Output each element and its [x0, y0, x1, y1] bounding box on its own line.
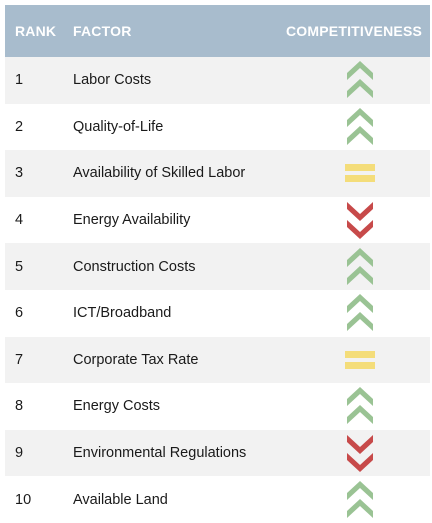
table-row: 1 Labor Costs: [5, 57, 430, 104]
header-competitiveness: COMPETITIVENESS: [286, 23, 423, 39]
rank-cell: 7: [15, 351, 24, 368]
competitiveness-cell: [285, 386, 430, 426]
equals-icon: [344, 153, 375, 193]
table-body: 1 Labor Costs 2 Quality-of-Life 3 Availabilit…: [5, 57, 430, 523]
double-chevron-up-icon: [345, 386, 375, 426]
double-chevron-down-icon: [345, 433, 375, 473]
competitiveness-cell: [285, 107, 430, 147]
rank-cell: 6: [15, 305, 24, 322]
rank-cell: 9: [15, 445, 24, 462]
rank-cell: 3: [15, 165, 24, 182]
double-chevron-down-icon: [345, 200, 375, 240]
double-chevron-up-icon: [345, 247, 375, 287]
double-chevron-up-icon: [345, 293, 375, 333]
table-row: 2 Quality-of-Life: [5, 104, 430, 151]
factor-cell: Corporate Tax Rate: [73, 351, 199, 368]
table-row: 3 Availability of Skilled Labor: [5, 150, 430, 197]
competitiveness-table: RANK FACTOR COMPETITIVENESS 1 Labor Costs…: [5, 5, 430, 523]
equals-icon: [344, 340, 375, 380]
factor-cell: Environmental Regulations: [73, 445, 247, 462]
double-chevron-up-icon: [345, 60, 375, 100]
factor-cell: Energy Costs: [73, 398, 161, 415]
table-row: 10 Available Land: [5, 476, 430, 523]
rank-cell: 2: [15, 118, 24, 135]
rank-cell: 1: [15, 72, 24, 89]
header-factor: FACTOR: [73, 23, 132, 39]
table-row: 8 Energy Costs: [5, 383, 430, 430]
table-row: 9 Environmental Regulations: [5, 429, 430, 477]
factor-cell: Available Land: [73, 491, 168, 508]
competitiveness-cell: [285, 200, 430, 240]
competitiveness-cell: [285, 340, 430, 380]
competitiveness-cell: [285, 60, 430, 100]
table-row: 6 ICT/Broadband: [5, 290, 430, 337]
factor-cell: Quality-of-Life: [73, 118, 164, 135]
competitiveness-cell: [285, 247, 430, 287]
table-header: RANK FACTOR COMPETITIVENESS: [5, 5, 430, 57]
factor-cell: Construction Costs: [73, 258, 196, 275]
competitiveness-cell: [285, 480, 430, 520]
table-row: 7 Corporate Tax Rate: [5, 336, 430, 384]
competitiveness-cell: [285, 433, 430, 473]
competitiveness-cell: [285, 293, 430, 333]
competitiveness-cell: [285, 153, 430, 193]
rank-cell: 8: [15, 398, 24, 415]
factor-cell: Availability of Skilled Labor: [73, 165, 246, 182]
rank-cell: 4: [15, 212, 24, 229]
double-chevron-up-icon: [345, 480, 375, 520]
factor-cell: ICT/Broadband: [73, 305, 172, 322]
double-chevron-up-icon: [345, 107, 375, 147]
rank-cell: 10: [15, 491, 32, 508]
factor-cell: Labor Costs: [73, 72, 152, 89]
table-row: 4 Energy Availability: [5, 197, 430, 244]
header-rank: RANK: [15, 23, 57, 39]
rank-cell: 5: [15, 258, 24, 275]
table-row: 5 Construction Costs: [5, 243, 430, 290]
factor-cell: Energy Availability: [73, 212, 191, 229]
